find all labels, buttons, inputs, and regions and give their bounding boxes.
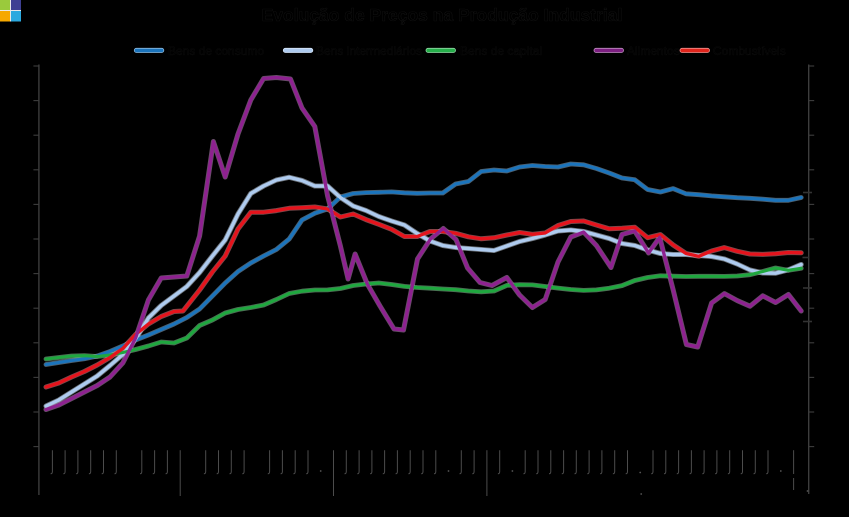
svg-text:Bens de consumo: Bens de consumo <box>168 44 264 58</box>
svg-text:Combustíveis: Combustíveis <box>713 44 786 58</box>
svg-text:Evolução de Preços na Produção: Evolução de Preços na Produção Industria… <box>262 5 623 25</box>
svg-text:Alimentos: Alimentos <box>627 44 680 58</box>
svg-text:Bens intermediários: Bens intermediários <box>316 44 422 58</box>
svg-text:Bens de capital: Bens de capital <box>460 44 542 58</box>
